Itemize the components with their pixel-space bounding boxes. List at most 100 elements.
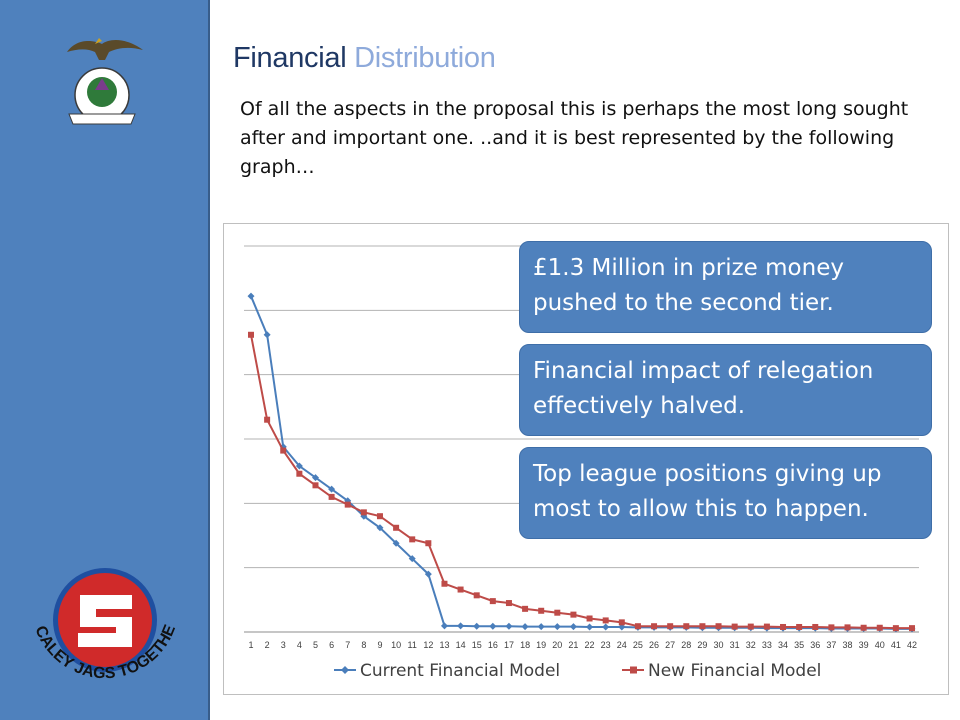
data-point-new (876, 624, 883, 631)
legend-marker (341, 666, 349, 674)
data-point-current (263, 331, 271, 339)
data-point-current (569, 623, 577, 631)
data-point-new (360, 509, 367, 516)
legend-label: New Financial Model (648, 661, 821, 681)
x-tick-label: 20 (552, 640, 562, 650)
data-point-new (683, 623, 690, 630)
x-tick-label: 14 (456, 640, 466, 650)
data-point-current (392, 539, 400, 547)
x-tick-label: 16 (488, 640, 498, 650)
x-tick-label: 9 (377, 640, 382, 650)
data-point-current (440, 622, 448, 630)
x-tick-label: 21 (568, 640, 578, 650)
x-tick-label: 32 (746, 640, 756, 650)
data-point-current (247, 292, 255, 300)
x-tick-label: 10 (391, 640, 401, 650)
x-tick-label: 38 (843, 640, 853, 650)
data-point-new (909, 625, 915, 632)
x-tick-label: 7 (345, 640, 350, 650)
x-tick-label: 15 (472, 640, 482, 650)
x-tick-label: 30 (714, 640, 724, 650)
data-point-new (747, 623, 754, 630)
x-tick-label: 37 (826, 640, 836, 650)
x-tick-label: 35 (794, 640, 804, 650)
data-point-new (264, 416, 271, 423)
data-point-new (376, 513, 383, 520)
data-point-new (844, 624, 851, 631)
data-point-new (763, 623, 770, 630)
data-point-new (505, 600, 512, 607)
data-point-new (344, 501, 351, 508)
data-point-new (812, 623, 819, 630)
x-tick-label: 8 (361, 640, 366, 650)
x-tick-label: 42 (907, 640, 917, 650)
x-tick-label: 26 (649, 640, 659, 650)
data-point-new (393, 524, 400, 531)
x-tick-label: 22 (585, 640, 595, 650)
x-tick-label: 39 (859, 640, 869, 650)
callout-relegation-impact: Financial impact of relegation effective… (519, 344, 932, 436)
x-tick-label: 17 (504, 640, 514, 650)
data-point-new (328, 493, 335, 500)
data-point-new (634, 623, 641, 630)
intro-paragraph: Of all the aspects in the proposal this … (240, 98, 909, 178)
x-tick-label: 11 (408, 640, 417, 650)
data-point-new (828, 624, 835, 631)
data-point-current (295, 462, 303, 470)
data-point-current (553, 623, 561, 631)
data-point-new (409, 536, 416, 543)
data-point-new (425, 540, 432, 547)
data-point-new (296, 470, 303, 477)
title-part-financial: Financial (233, 42, 347, 74)
data-point-new (715, 623, 722, 630)
data-point-new (441, 580, 448, 587)
data-point-current (586, 623, 594, 631)
x-tick-label: 34 (778, 640, 788, 650)
x-tick-label: 3 (281, 640, 286, 650)
legend-label: Current Financial Model (360, 661, 560, 681)
caley-jags-together-logo: CALEY JAGS TOGETHER (20, 565, 179, 682)
data-point-new (522, 605, 529, 612)
x-tick-label: 2 (265, 640, 270, 650)
data-point-current (408, 555, 416, 563)
data-point-new (618, 619, 625, 626)
data-point-new (586, 615, 593, 622)
data-point-new (473, 592, 480, 599)
x-tick-label: 31 (730, 640, 740, 650)
x-tick-label: 4 (297, 640, 302, 650)
data-point-current (457, 622, 465, 630)
x-tick-label: 6 (329, 640, 334, 650)
x-tick-label: 5 (313, 640, 318, 650)
x-tick-label: 19 (536, 640, 546, 650)
data-point-new (699, 623, 706, 630)
data-point-new (731, 623, 738, 630)
club-crest-logo (67, 38, 143, 125)
data-point-new (312, 482, 319, 489)
data-point-current (311, 474, 319, 482)
x-tick-label: 18 (520, 640, 530, 650)
callout-top-positions: Top league positions giving up most to a… (519, 447, 932, 539)
data-point-new (602, 617, 609, 624)
x-tick-label: 29 (697, 640, 707, 650)
data-point-new (796, 623, 803, 630)
x-tick-label: 1 (248, 640, 253, 650)
data-point-current (505, 622, 513, 630)
x-tick-label: 40 (875, 640, 885, 650)
data-point-new (554, 609, 561, 616)
slide-title: Financial Distribution (233, 42, 496, 75)
data-point-current (537, 623, 545, 631)
data-point-new (489, 598, 496, 605)
x-tick-label: 24 (617, 640, 627, 650)
x-tick-label: 23 (601, 640, 611, 650)
data-point-current (489, 622, 497, 630)
legend-marker (630, 666, 637, 674)
x-tick-label: 12 (423, 640, 433, 650)
x-tick-label: 36 (810, 640, 820, 650)
data-point-new (457, 586, 464, 593)
data-point-current (328, 485, 336, 493)
data-point-current (521, 623, 529, 631)
data-point-current (473, 622, 481, 630)
data-point-new (538, 607, 545, 614)
x-tick-label: 27 (665, 640, 675, 650)
x-tick-label: 41 (891, 640, 901, 650)
